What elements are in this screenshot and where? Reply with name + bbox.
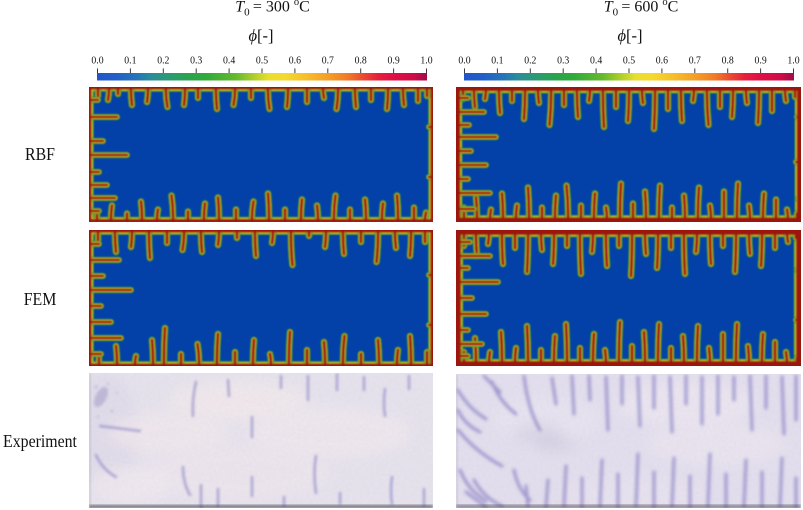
svg-text:0.3: 0.3 — [190, 54, 203, 66]
svg-text:0.1: 0.1 — [491, 54, 503, 66]
svg-text:1.0: 1.0 — [787, 54, 800, 66]
svg-text:0.5: 0.5 — [255, 54, 268, 66]
svg-text:0.6: 0.6 — [288, 54, 301, 66]
svg-text:0.2: 0.2 — [524, 54, 536, 66]
svg-text:0.0: 0.0 — [91, 54, 104, 66]
svg-text:0.8: 0.8 — [721, 54, 734, 66]
svg-text:0.8: 0.8 — [354, 54, 367, 66]
svg-text:0.5: 0.5 — [622, 54, 635, 66]
svg-text:0.6: 0.6 — [655, 54, 668, 66]
svg-text:0.9: 0.9 — [754, 54, 767, 66]
svg-text:0.4: 0.4 — [590, 54, 603, 66]
svg-text:0.3: 0.3 — [557, 54, 570, 66]
svg-text:0.0: 0.0 — [458, 54, 471, 66]
svg-text:0.4: 0.4 — [223, 54, 236, 66]
svg-text:0.2: 0.2 — [157, 54, 169, 66]
svg-text:0.1: 0.1 — [124, 54, 136, 66]
svg-text:0.7: 0.7 — [688, 54, 701, 66]
svg-text:0.9: 0.9 — [387, 54, 400, 66]
svg-text:0.7: 0.7 — [321, 54, 334, 66]
svg-text:1.0: 1.0 — [420, 54, 433, 66]
